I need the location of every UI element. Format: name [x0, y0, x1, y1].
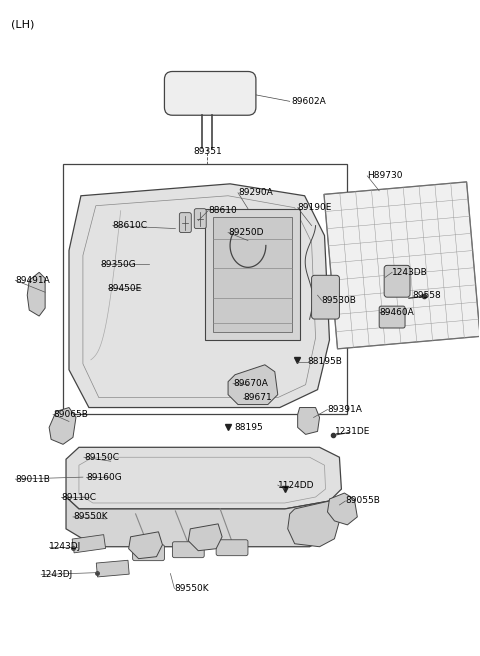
Text: 89055B: 89055B — [346, 497, 380, 506]
Text: 1243DJ: 1243DJ — [49, 543, 82, 551]
Text: 89491A: 89491A — [15, 276, 50, 285]
FancyBboxPatch shape — [172, 542, 204, 558]
Polygon shape — [66, 447, 341, 509]
FancyBboxPatch shape — [216, 540, 248, 556]
Text: 89391A: 89391A — [327, 405, 362, 414]
Text: (LH): (LH) — [12, 20, 35, 30]
Text: 89450E: 89450E — [108, 284, 142, 293]
Text: 89065B: 89065B — [53, 410, 88, 419]
Polygon shape — [27, 272, 45, 316]
Polygon shape — [324, 182, 480, 349]
Text: 89530B: 89530B — [322, 296, 357, 304]
Polygon shape — [228, 365, 278, 405]
Text: 1243DB: 1243DB — [392, 268, 428, 277]
Text: 89150C: 89150C — [84, 453, 119, 462]
Text: 89558: 89558 — [412, 291, 441, 300]
Text: 89602A: 89602A — [292, 97, 326, 106]
Text: 1231DE: 1231DE — [336, 427, 371, 436]
Text: 89011B: 89011B — [15, 475, 50, 483]
Text: 89350G: 89350G — [101, 260, 137, 269]
Polygon shape — [129, 532, 162, 559]
Polygon shape — [288, 501, 341, 546]
Text: 89351: 89351 — [194, 146, 223, 155]
Text: 89250D: 89250D — [228, 228, 264, 237]
Polygon shape — [327, 493, 357, 525]
Polygon shape — [49, 407, 76, 444]
Polygon shape — [188, 524, 222, 550]
Text: 89670A: 89670A — [233, 379, 268, 388]
Text: 1124DD: 1124DD — [278, 481, 314, 489]
Text: 88610C: 88610C — [113, 221, 148, 230]
Polygon shape — [66, 497, 339, 546]
Text: 89160G: 89160G — [86, 472, 121, 482]
Text: 89110C: 89110C — [61, 493, 96, 502]
Text: 89290A: 89290A — [238, 188, 273, 197]
Polygon shape — [298, 407, 320, 434]
FancyBboxPatch shape — [379, 306, 405, 328]
Bar — [205, 209, 300, 340]
FancyBboxPatch shape — [384, 266, 410, 297]
Bar — [213, 216, 292, 332]
FancyBboxPatch shape — [194, 209, 206, 228]
Polygon shape — [72, 535, 106, 553]
FancyBboxPatch shape — [180, 213, 192, 233]
FancyBboxPatch shape — [312, 276, 339, 319]
Text: 1243DJ: 1243DJ — [41, 570, 73, 579]
Text: 89190E: 89190E — [298, 203, 332, 212]
Text: 88195: 88195 — [234, 423, 263, 432]
Bar — [63, 164, 348, 415]
FancyBboxPatch shape — [165, 72, 256, 115]
Text: 88610: 88610 — [208, 206, 237, 215]
Text: 89550K: 89550K — [73, 512, 108, 522]
Text: 89550K: 89550K — [174, 584, 209, 593]
Text: 89460A: 89460A — [379, 308, 414, 317]
Polygon shape — [96, 560, 129, 577]
Text: H89730: H89730 — [367, 171, 403, 180]
Text: 88195B: 88195B — [308, 358, 343, 366]
Polygon shape — [69, 184, 329, 407]
FancyBboxPatch shape — [132, 544, 165, 561]
Text: 89671: 89671 — [243, 393, 272, 402]
